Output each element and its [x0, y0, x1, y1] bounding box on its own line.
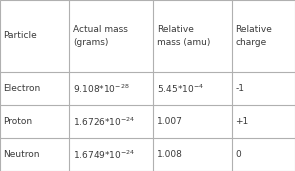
Text: Relative
charge: Relative charge — [235, 25, 272, 47]
Text: -1: -1 — [235, 84, 244, 93]
Text: Electron: Electron — [4, 84, 41, 93]
Text: +1: +1 — [235, 117, 248, 126]
Text: Neutron: Neutron — [4, 150, 40, 159]
Text: 1.6726*10$^{-24}$: 1.6726*10$^{-24}$ — [73, 115, 135, 128]
Text: Particle: Particle — [4, 31, 37, 40]
Text: 1.008: 1.008 — [157, 150, 183, 159]
Text: 1.6749*10$^{-24}$: 1.6749*10$^{-24}$ — [73, 148, 135, 161]
Text: 1.007: 1.007 — [157, 117, 183, 126]
Text: Relative
mass (amu): Relative mass (amu) — [157, 25, 210, 47]
Text: Proton: Proton — [4, 117, 33, 126]
Text: 0: 0 — [235, 150, 241, 159]
Text: 5.45*10$^{-4}$: 5.45*10$^{-4}$ — [157, 82, 204, 95]
Text: Actual mass
(grams): Actual mass (grams) — [73, 25, 128, 47]
Text: 9.108*10$^{-28}$: 9.108*10$^{-28}$ — [73, 82, 130, 95]
